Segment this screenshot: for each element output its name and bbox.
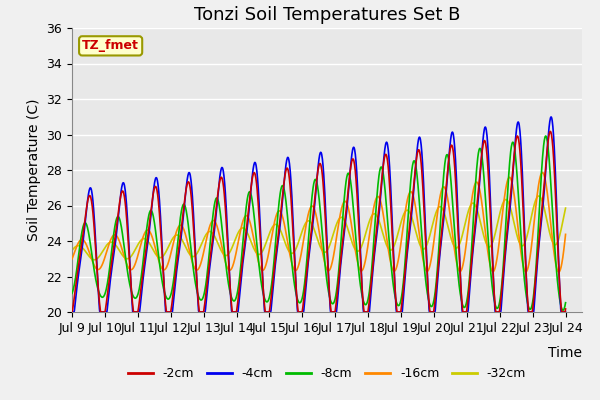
Legend: -2cm, -4cm, -8cm, -16cm, -32cm: -2cm, -4cm, -8cm, -16cm, -32cm — [123, 362, 531, 385]
Title: Tonzi Soil Temperatures Set B: Tonzi Soil Temperatures Set B — [194, 6, 460, 24]
Text: Time: Time — [548, 346, 582, 360]
Y-axis label: Soil Temperature (C): Soil Temperature (C) — [27, 99, 41, 241]
Text: TZ_fmet: TZ_fmet — [82, 39, 139, 52]
